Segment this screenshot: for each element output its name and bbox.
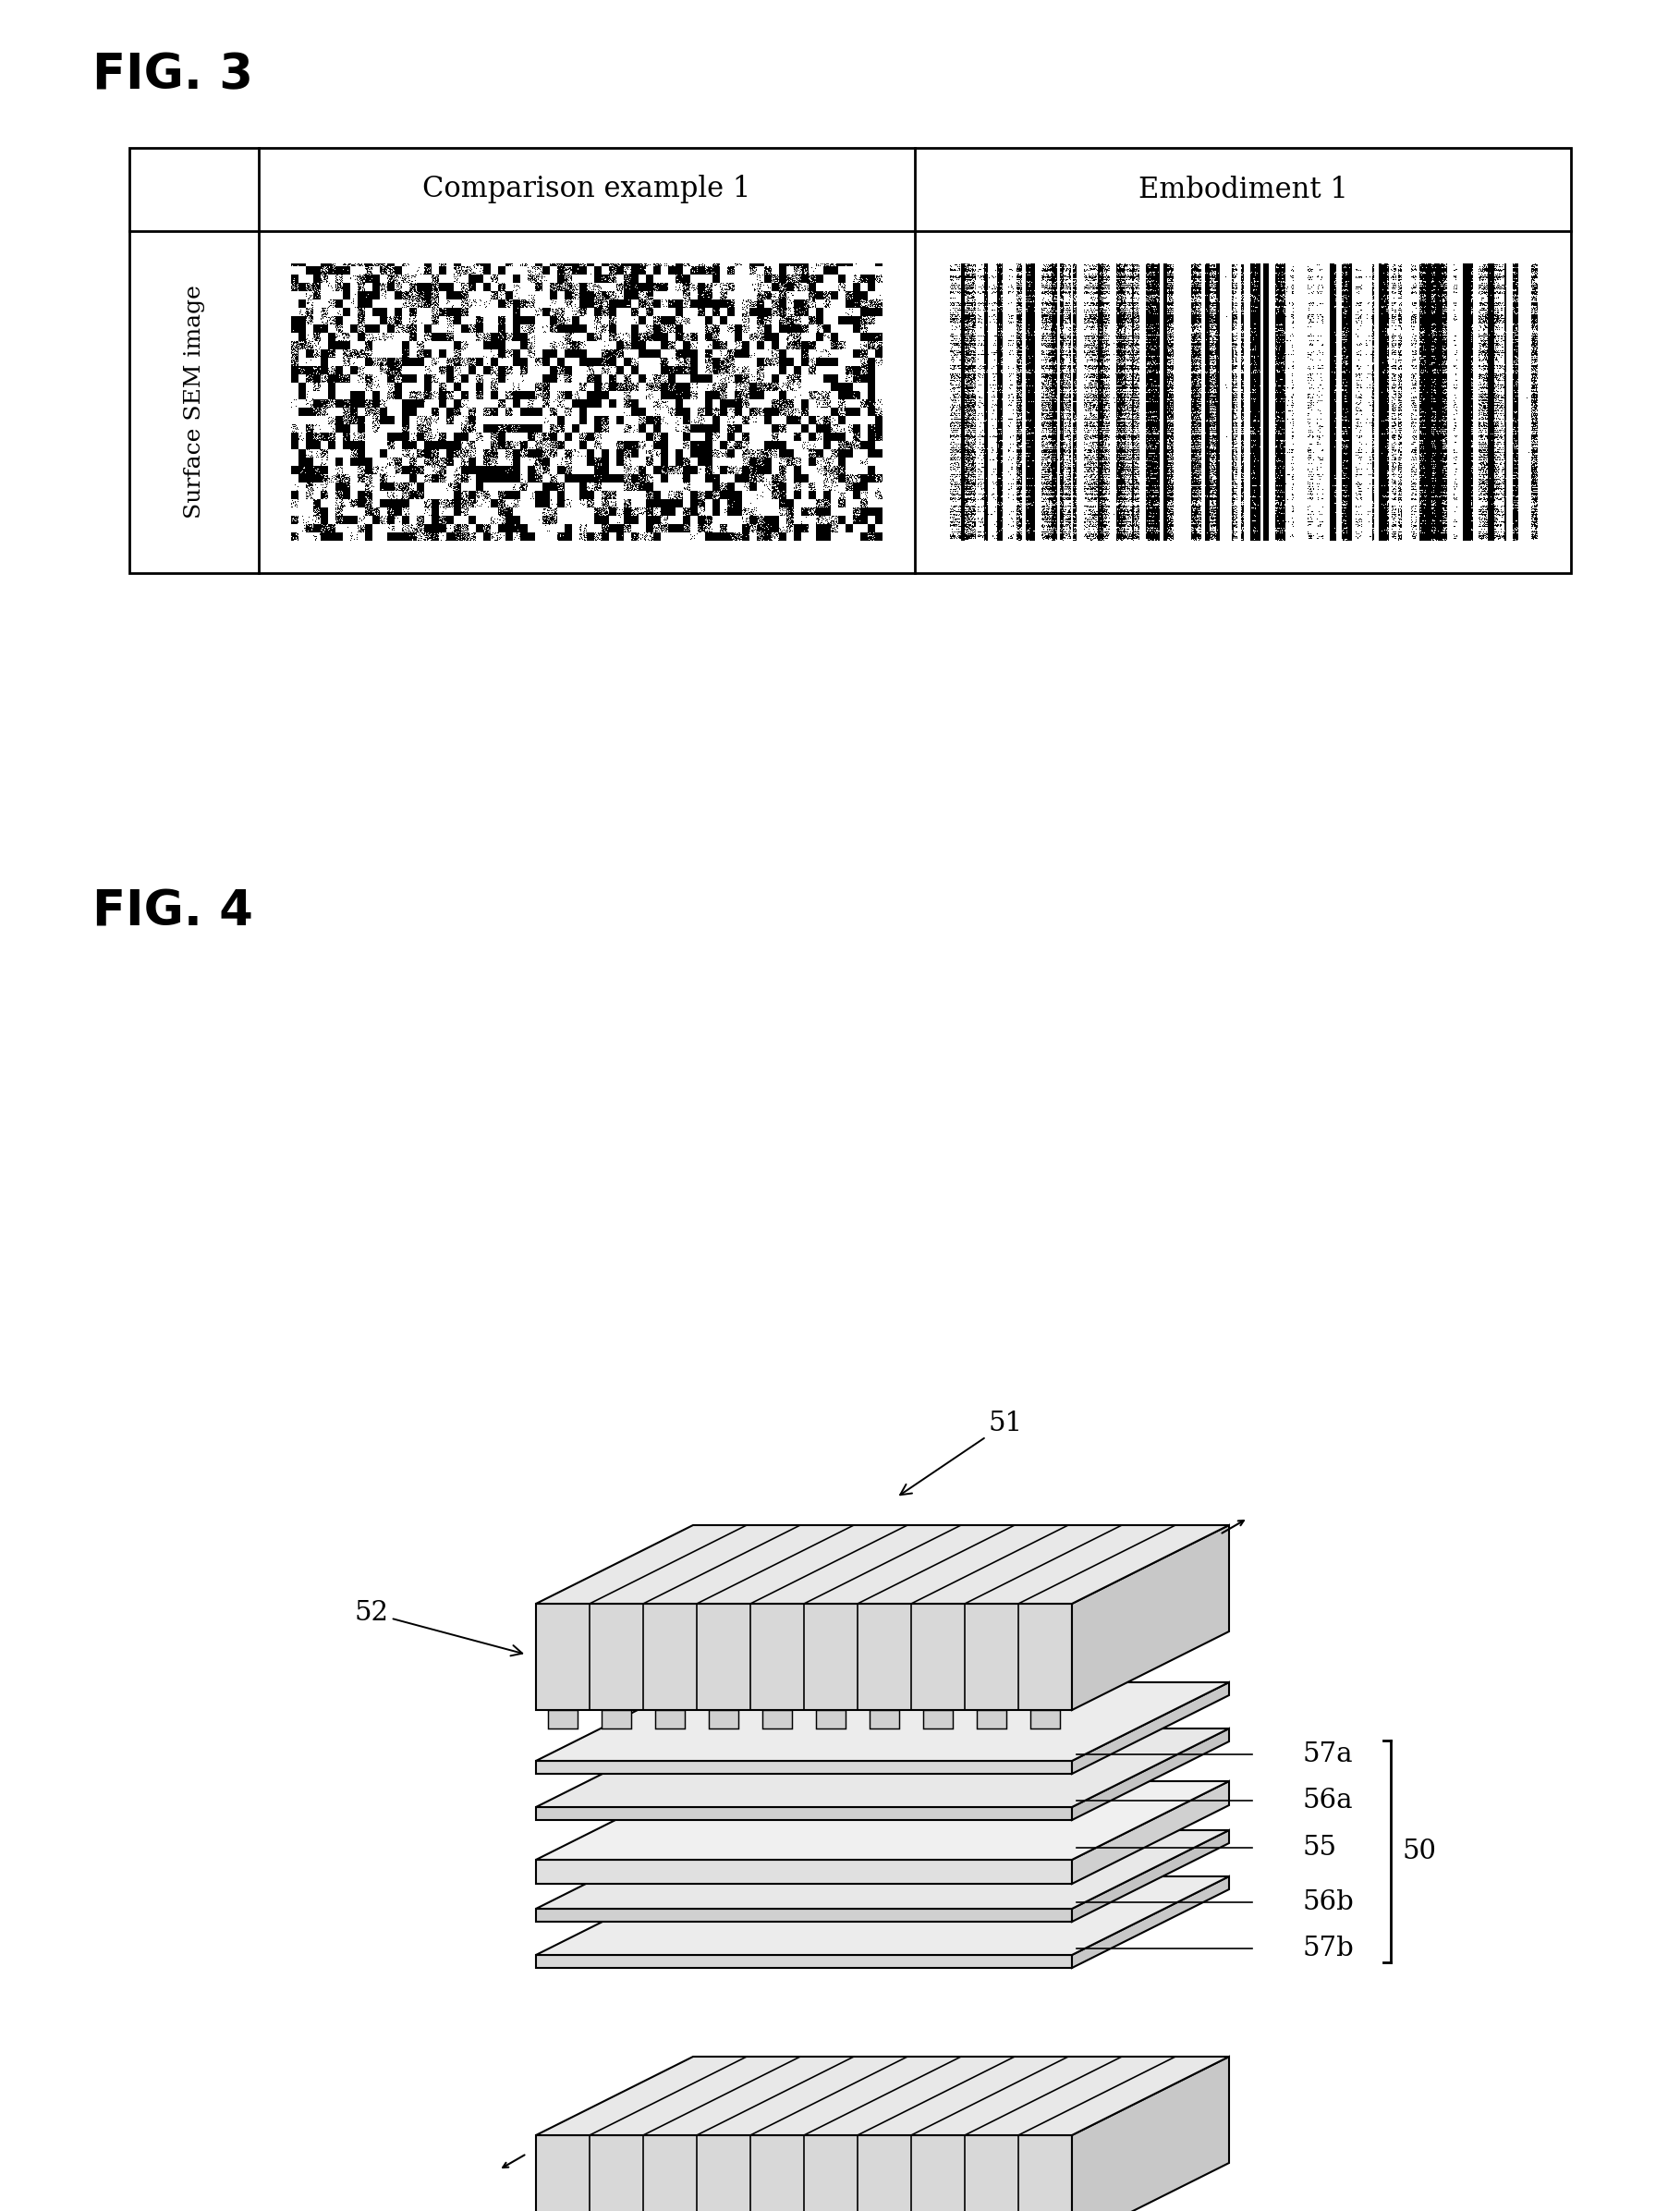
Text: 51: 51 <box>900 1411 1023 1495</box>
Text: 56b: 56b <box>1304 1890 1354 1915</box>
Text: FIG. 3: FIG. 3 <box>92 51 254 99</box>
Polygon shape <box>1072 1831 1230 1921</box>
Polygon shape <box>536 1859 1072 1884</box>
Bar <box>869 1709 899 1729</box>
Text: 56a: 56a <box>1304 1789 1354 1813</box>
Text: 55: 55 <box>1304 1835 1337 1862</box>
Text: Surface SEM image: Surface SEM image <box>183 285 205 520</box>
Bar <box>1030 1709 1060 1729</box>
Bar <box>548 1709 578 1729</box>
Bar <box>922 1709 953 1729</box>
Text: 57a: 57a <box>1304 1742 1354 1767</box>
Polygon shape <box>1072 1526 1230 1709</box>
Polygon shape <box>536 1782 1230 1859</box>
Polygon shape <box>536 1806 1072 1820</box>
Bar <box>709 1709 738 1729</box>
Bar <box>763 1709 791 1729</box>
Bar <box>655 1709 684 1729</box>
Text: Comparison example 1: Comparison example 1 <box>423 175 751 203</box>
Text: Embodiment 1: Embodiment 1 <box>1137 175 1347 203</box>
Polygon shape <box>536 1603 1072 1709</box>
Polygon shape <box>536 1683 1230 1760</box>
Polygon shape <box>1072 1782 1230 1884</box>
Text: 52: 52 <box>354 1601 522 1656</box>
Polygon shape <box>536 1955 1072 1968</box>
Bar <box>976 1709 1006 1729</box>
Text: 50: 50 <box>1401 1840 1436 1864</box>
Polygon shape <box>1072 1729 1230 1820</box>
Polygon shape <box>1072 1877 1230 1968</box>
Polygon shape <box>536 2136 1072 2211</box>
Polygon shape <box>1072 2056 1230 2211</box>
Polygon shape <box>536 1831 1230 1908</box>
Text: 57b: 57b <box>1304 1935 1354 1961</box>
Polygon shape <box>536 1526 1230 1603</box>
Polygon shape <box>536 1877 1230 1955</box>
Polygon shape <box>1072 1683 1230 1773</box>
Bar <box>129 148 1571 573</box>
Text: FIG. 4: FIG. 4 <box>92 887 254 935</box>
Polygon shape <box>536 1729 1230 1806</box>
Bar <box>601 1709 632 1729</box>
Polygon shape <box>536 1760 1072 1773</box>
Polygon shape <box>536 1908 1072 1921</box>
Polygon shape <box>536 2056 1230 2136</box>
Bar <box>816 1709 845 1729</box>
